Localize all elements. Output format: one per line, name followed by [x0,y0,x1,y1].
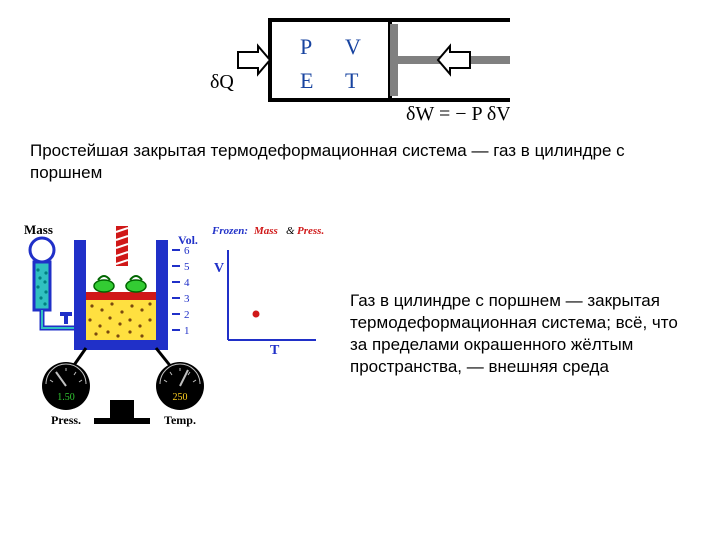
vol-1: 1 [184,325,190,337]
letter-v: V [345,34,361,59]
frozen-header: Frozen: Mass & Press. [211,225,324,237]
volume-scale: Vol. 6 5 4 3 2 1 [172,233,198,337]
bottom-caption: Газ в цилиндре с поршнем — закрытая терм… [350,290,690,378]
pressure-gauge: 1.50 Press. [42,348,90,427]
letter-t: T [345,68,359,93]
vt-point [253,311,260,318]
vol-6: 6 [184,245,190,257]
frozen-label: Frozen: [211,225,248,237]
delta-w-label: δW = − P δV [406,103,510,125]
vol-5: 5 [184,261,190,273]
delta-q-label: δQ [210,71,234,93]
press-value: 1.50 [57,392,75,403]
top-caption: Простейшая закрытая термодеформационная … [30,140,690,184]
letter-p: P [300,34,312,59]
heater-icon [116,226,128,266]
gas-cylinder [74,226,168,350]
mass-label: Mass [24,222,53,237]
t-axis-label: T [270,343,280,358]
top-thermo-schematic: P V E T δQ δW = − P δV [190,10,510,130]
stand [94,400,150,424]
vt-chart: V T [214,250,316,358]
simulator-diagram: Mass [20,220,330,450]
v-axis-label: V [214,261,224,276]
press-label: Press. [51,413,81,427]
mass-reservoir [30,238,78,328]
frozen-mass: Mass [253,225,278,237]
temp-label: Temp. [164,413,196,427]
heat-arrow-icon [238,46,270,74]
vol-3: 3 [184,293,190,305]
frozen-press: Press. [297,225,324,237]
temperature-gauge: 250 Temp. [156,348,204,427]
piston-weight-right [126,276,146,292]
temp-value: 250 [173,392,188,403]
frozen-amp: & [286,225,295,237]
vol-4: 4 [184,277,190,289]
letter-e: E [300,68,313,93]
piston-weight-left [94,276,114,292]
work-arrow-icon [438,46,470,74]
cylinder [270,20,390,100]
vol-2: 2 [184,309,190,321]
